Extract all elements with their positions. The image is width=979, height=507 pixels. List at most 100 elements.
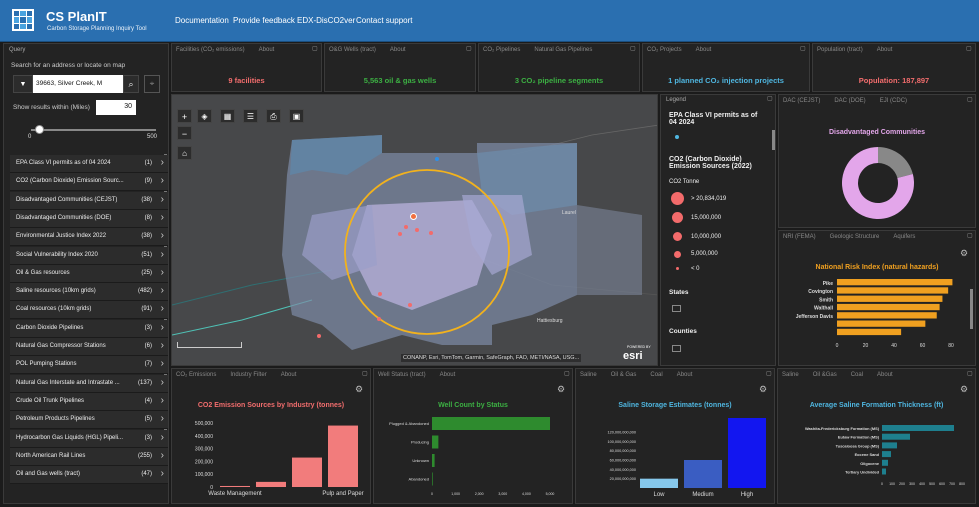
saline-bar[interactable] [728,418,766,488]
legend-scrollbar[interactable] [772,130,775,150]
chevron-right-icon[interactable]: › [160,193,164,205]
emission-source-marker[interactable] [408,303,412,307]
settings-gear-icon[interactable]: ⚙ [960,384,969,394]
nri-bar[interactable] [837,312,937,319]
panel-tab[interactable]: Saline [580,372,597,378]
search-input[interactable]: 39663, Silver Creek, M [33,75,123,93]
nri-bar[interactable] [837,328,902,336]
chevron-right-icon[interactable]: › [160,413,164,425]
co2-bar[interactable] [328,425,358,487]
settings-gear-icon[interactable]: ⚙ [759,384,768,394]
co2-bar[interactable] [220,485,250,487]
chevron-right-icon[interactable]: › [160,285,164,297]
expand-icon[interactable]: ▢ [767,96,773,102]
radius-slider-track[interactable] [31,129,156,131]
chevron-right-icon[interactable]: › [160,303,164,315]
radius-slider-thumb[interactable] [34,125,44,134]
expand-icon[interactable]: ▢ [967,97,973,103]
wells-bar[interactable] [432,417,550,430]
nav-contact-support[interactable]: Contact support [356,16,413,25]
chevron-right-icon[interactable]: › [160,340,164,351]
panel-tab[interactable]: Coal [650,372,663,378]
nav-documentation[interactable]: Documentation [175,16,229,25]
panel-tab[interactable]: Well Status (tract) [378,372,426,378]
emission-source-marker[interactable] [429,231,433,235]
panel-tab[interactable]: Oil &Gas [812,372,837,378]
query-list-item[interactable]: Natural Gas Compressor Stations (6) › [10,338,168,356]
kpi-tab[interactable]: CO₂ Pipelines [483,47,521,53]
map-view[interactable]: Laurel Hattiesburg + − ⌂ ◈ ▦ ☰ ⎙ ▣ CONAN… [171,94,658,366]
saline-bar[interactable] [640,478,678,488]
panel-tab[interactable]: Geologic Structure [829,234,880,240]
settings-gear-icon[interactable]: ⚙ [355,384,364,394]
query-list-item[interactable]: Oil and Gas wells (tract) (47) › [10,466,168,485]
kpi-tab[interactable]: Population (tract) [817,47,863,53]
chevron-right-icon[interactable]: › [160,248,164,260]
thickness-bar[interactable] [882,468,886,475]
panel-tab[interactable]: About [439,372,456,378]
nav-provide-feedback[interactable]: Provide feedback [233,16,295,25]
kpi-tab[interactable]: About [258,47,275,53]
chevron-right-icon[interactable]: › [160,394,164,406]
panel-tab[interactable]: Saline [782,372,799,378]
expand-icon[interactable]: ▢ [766,371,772,377]
wells-bar[interactable] [432,472,433,486]
panel-tab[interactable]: About [877,372,893,378]
query-list-item[interactable]: North American Rail Lines (255) › [10,447,168,466]
bookmark-icon[interactable]: ▣ [289,109,304,123]
nri-bar[interactable] [837,279,953,286]
emission-source-marker[interactable] [415,228,419,232]
print-icon[interactable]: ⎙ [266,109,281,123]
kpi-tab[interactable]: Natural Gas Pipelines [534,47,593,53]
expand-icon[interactable]: ▢ [564,371,570,377]
chevron-right-icon[interactable]: › [160,266,164,278]
chevron-right-icon[interactable]: › [160,449,164,461]
panel-tab[interactable]: DAC (CEJST) [783,98,821,104]
zoom-out-button[interactable]: − [177,126,192,140]
nri-bar[interactable] [837,287,949,294]
kpi-tab[interactable]: Facilities (CO₂ emissions) [176,47,245,53]
query-list-item[interactable]: Crude Oil Trunk Pipelines (4) › [10,392,168,411]
within-miles-input[interactable]: 30 [96,100,136,115]
kpi-tab[interactable]: About [695,47,712,53]
query-list-item[interactable]: Coal resources (10km grids) (91) › [10,301,168,320]
kpi-tab[interactable]: About [389,47,406,53]
panel-tab[interactable]: CO₂ Emissions [176,372,217,378]
query-list-item[interactable]: Disadvantaged Communities (DOE) (8) › [10,209,168,228]
home-icon[interactable]: ⌂ [177,146,192,160]
zoom-in-button[interactable]: + [177,109,192,123]
panel-tab[interactable]: Aquifers [893,234,916,240]
co2-bar[interactable] [256,481,286,487]
query-list-item[interactable]: Hydrocarbon Gas Liquids (HGL) Pipeli... (… [10,429,168,448]
nri-bar[interactable] [837,295,943,302]
kpi-tab[interactable]: CO₂ Projects [647,47,682,53]
chevron-right-icon[interactable]: › [160,230,164,242]
panel-tab[interactable]: About [280,372,297,378]
expand-icon[interactable]: ▢ [312,46,318,52]
chevron-right-icon[interactable]: › [160,157,164,168]
thickness-bar[interactable] [882,451,891,458]
panel-tab[interactable]: Coal [850,372,864,378]
query-list-item[interactable]: Natural Gas Interstate and Intrastate ..… [10,374,168,393]
expand-icon[interactable]: ▢ [362,371,368,377]
emission-source-marker[interactable] [410,213,417,220]
nri-bar[interactable] [837,320,926,327]
chevron-right-icon[interactable]: › [160,376,164,388]
saline-bar[interactable] [684,460,722,488]
query-list-item[interactable]: Disadvantaged Communities (CEJST) (38) › [10,191,168,210]
expand-icon[interactable]: ▢ [967,233,973,239]
settings-gear-icon[interactable]: ⚙ [557,384,566,394]
nav-edx-disco2ver[interactable]: EDX-DisCO2ver [297,16,356,25]
chart-scrollbar[interactable] [970,289,973,329]
query-list-item[interactable]: POL Pumping Stations (7) › [10,356,168,375]
emission-source-marker[interactable] [398,232,402,236]
expand-icon[interactable]: ▢ [630,46,636,52]
query-list-item[interactable]: Social Vulnerability Index 2020 (51) › [10,246,168,265]
expand-icon[interactable]: ▢ [966,46,972,52]
query-list-item[interactable]: Carbon Dioxide Pipelines (3) › [10,319,168,338]
chevron-right-icon[interactable]: › [160,431,164,443]
query-list-item[interactable]: CO2 (Carbon Dioxide) Emission Sourc... (9… [10,173,168,192]
co2-bar[interactable] [292,457,322,487]
chevron-right-icon[interactable]: › [160,468,164,480]
donut-slice-other[interactable] [878,147,913,179]
